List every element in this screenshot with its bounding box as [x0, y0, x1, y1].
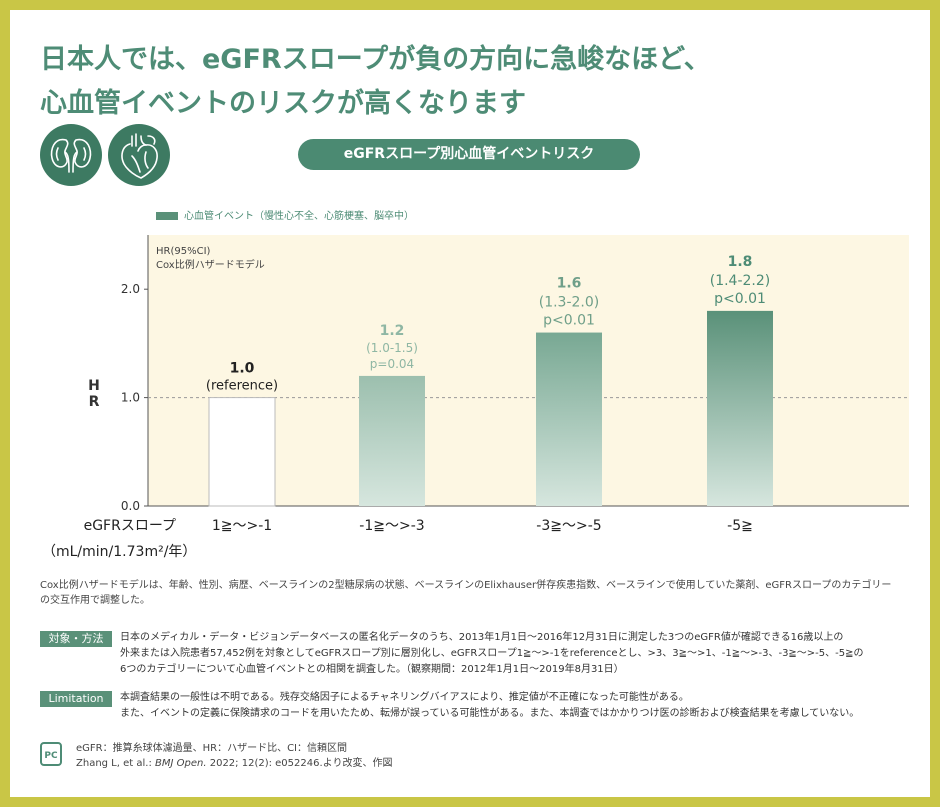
data-label-value: 1.2 — [380, 323, 405, 339]
data-label-p: p=0.04 — [370, 357, 414, 371]
citation-journal: BMJ Open. — [155, 758, 207, 769]
citation: Zhang L, et al.: BMJ Open. 2022; 12(2): … — [76, 756, 392, 771]
x-axis-label: eGFRスロープ — [84, 518, 176, 534]
methods-line: 6つのカテゴリーについて心血管イベントとの相関を調査した。（観察期間：2012年… — [120, 664, 624, 675]
data-label-value: 1.6 — [557, 276, 582, 292]
limitation-line: 本調査結果の一般性は不明である。残存交絡因子によるチャネリングバイアスにより、推… — [120, 692, 689, 703]
publisher-logo: PC — [40, 742, 62, 766]
data-label-ci: (1.0-1.5) — [366, 341, 418, 355]
model-note-line: Cox比例ハザードモデル — [156, 258, 265, 271]
x-tick-label: 1≧～>-1 — [212, 518, 272, 534]
limitation-text: 本調査結果の一般性は不明である。残存交絡因子によるチャネリングバイアスにより、推… — [120, 690, 910, 722]
x-tick-label: -3≧～>-5 — [536, 518, 601, 534]
methods-line: 日本のメディカル・データ・ビジョンデータベースの匿名化データのうち、2013年1… — [120, 632, 844, 643]
limitation-tag: Limitation — [40, 691, 112, 707]
model-note-line: HR(95%CI) — [156, 246, 211, 257]
y-axis-label: R — [89, 394, 100, 410]
references: eGFR：推算糸球体濾過量、HR：ハザード比、CI：信頼区間 Zhang L, … — [76, 741, 392, 771]
model-note: Cox比例ハザードモデルは、年齢、性別、病歴、ベースラインの2型糖尿病の状態、ベ… — [40, 580, 892, 606]
y-axis-label: H — [88, 378, 100, 394]
methods-text: 日本のメディカル・データ・ビジョンデータベースの匿名化データのうち、2013年1… — [120, 630, 910, 678]
y-tick-label: 1.0 — [121, 391, 140, 405]
bar — [208, 397, 276, 507]
limitation-line: また、イベントの定義に保険請求のコードを用いたため、転帰が誤っている可能性がある… — [120, 708, 860, 719]
bar — [359, 375, 425, 506]
title-line-1: 日本人では、eGFRスロープが負の方向に急峻なほど、 — [40, 44, 711, 75]
data-label-value: 1.0 — [230, 361, 255, 377]
y-tick-label: 2.0 — [121, 282, 140, 296]
citation-details: 2022; 12(2): e052246.より改変、作図 — [209, 758, 393, 769]
legend-label: 心血管イベント（慢性心不全、心筋梗塞、脳卒中） — [184, 211, 414, 222]
methods-tag: 対象・方法 — [40, 631, 112, 647]
bar — [536, 332, 602, 506]
legend-swatch — [156, 212, 178, 220]
x-tick-label: -1≧～>-3 — [359, 518, 424, 534]
kidney-icon — [40, 124, 102, 186]
data-label-p: p<0.01 — [714, 291, 766, 307]
x-tick-label: -5≧ — [727, 518, 753, 534]
data-label-ci: (1.4-2.2) — [710, 273, 771, 289]
logo-text: PC — [44, 751, 58, 761]
data-label-p: p<0.01 — [543, 313, 595, 329]
abbreviations: eGFR：推算糸球体濾過量、HR：ハザード比、CI：信頼区間 — [76, 743, 348, 754]
title-line-2: 心血管イベントのリスクが高くなります — [40, 88, 526, 119]
chart-title: eGFRスロープ別心血管イベントリスク — [298, 139, 640, 170]
data-label-value: 1.8 — [728, 254, 753, 270]
chart-legend: 心血管イベント（慢性心不全、心筋梗塞、脳卒中） — [156, 207, 414, 222]
bar — [707, 310, 773, 506]
heart-icon — [108, 124, 170, 186]
x-axis-unit: （mL/min/1.73m²/年） — [42, 544, 196, 560]
methods-line: 外来または入院患者57,452例を対象としてeGFRスロープ別に層別化し、eGF… — [120, 648, 864, 659]
page-title: 日本人では、eGFRスロープが負の方向に急峻なほど、 心血管イベントのリスクが高… — [40, 38, 920, 126]
citation-authors: Zhang L, et al.: — [76, 758, 152, 769]
data-label-ci: (reference) — [206, 379, 278, 394]
y-tick-label: 0.0 — [121, 499, 140, 513]
data-label-ci: (1.3-2.0) — [539, 295, 600, 311]
bar-chart: 0.0 1.0 2.0 HR HR(95%CI)Cox比例ハザードモデル (referen… — [42, 235, 909, 560]
